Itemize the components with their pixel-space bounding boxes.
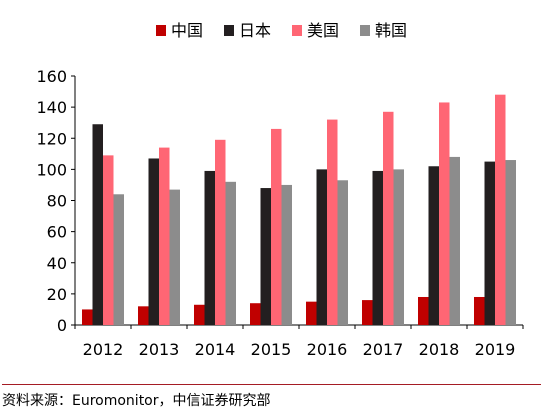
bar-2-5 xyxy=(383,111,394,325)
legend-swatch-0 xyxy=(156,25,166,36)
legend-swatch-3 xyxy=(360,25,370,36)
bar-0-0 xyxy=(82,309,93,325)
y-tick-label-7: 140 xyxy=(36,98,67,117)
source-divider xyxy=(2,384,541,385)
bar-1-6 xyxy=(428,166,439,325)
legend-label-2: 美国 xyxy=(307,21,339,40)
bar-1-4 xyxy=(316,169,327,325)
bar-3-0 xyxy=(113,194,124,325)
bar-2-0 xyxy=(103,155,114,325)
legend-label-0: 中国 xyxy=(171,21,203,40)
bar-0-4 xyxy=(306,301,317,325)
x-tick-label-6: 2018 xyxy=(419,340,460,359)
bar-0-1 xyxy=(138,306,149,325)
bar-3-3 xyxy=(281,184,292,325)
x-tick-label-1: 2013 xyxy=(139,340,180,359)
bar-1-2 xyxy=(204,170,215,325)
bar-2-4 xyxy=(327,119,338,325)
x-tick-label-7: 2019 xyxy=(475,340,516,359)
x-tick-label-5: 2017 xyxy=(363,340,404,359)
bar-1-7 xyxy=(484,161,495,325)
bar-3-6 xyxy=(449,156,460,325)
bar-3-2 xyxy=(225,181,236,325)
bar-2-3 xyxy=(271,128,282,325)
legend-label-1: 日本 xyxy=(239,21,271,40)
bar-0-3 xyxy=(250,303,261,325)
x-tick-label-0: 2012 xyxy=(83,340,124,359)
bar-2-2 xyxy=(215,139,226,325)
bar-1-3 xyxy=(260,188,271,325)
legend-swatch-2 xyxy=(292,25,302,36)
y-tick-label-1: 20 xyxy=(47,285,67,304)
legend-label-3: 韩国 xyxy=(375,21,407,40)
y-tick-label-6: 120 xyxy=(36,129,67,148)
legend-swatch-1 xyxy=(224,25,234,36)
bar-1-0 xyxy=(92,124,103,326)
bar-0-2 xyxy=(194,304,205,325)
bar-3-4 xyxy=(337,180,348,325)
bar-1-5 xyxy=(372,170,383,325)
bar-2-6 xyxy=(439,102,450,325)
bar-2-7 xyxy=(495,94,506,325)
bar-0-7 xyxy=(474,296,485,325)
x-tick-label-3: 2015 xyxy=(251,340,292,359)
bar-1-1 xyxy=(148,158,159,325)
x-tick-label-4: 2016 xyxy=(307,340,348,359)
bar-3-7 xyxy=(505,160,516,325)
source-note: 资料来源：Euromonitor，中信证券研究部 xyxy=(2,393,271,409)
bar-0-6 xyxy=(418,296,429,325)
bar-2-1 xyxy=(159,147,170,325)
bar-chart: 中国 日本 美国 韩国 0 20 40 60 80 100 120 140 160 2012 2013 201… xyxy=(36,21,524,359)
y-tick-label-0: 0 xyxy=(57,316,67,335)
bar-0-5 xyxy=(362,300,373,325)
bar-3-1 xyxy=(169,189,180,325)
y-tick-label-2: 40 xyxy=(47,254,67,273)
x-tick-label-2: 2014 xyxy=(195,340,236,359)
y-tick-label-4: 80 xyxy=(47,192,67,211)
y-tick-label-8: 160 xyxy=(36,67,67,86)
bar-3-5 xyxy=(393,169,404,325)
y-tick-label-5: 100 xyxy=(36,160,67,179)
y-tick-label-3: 60 xyxy=(47,223,67,242)
